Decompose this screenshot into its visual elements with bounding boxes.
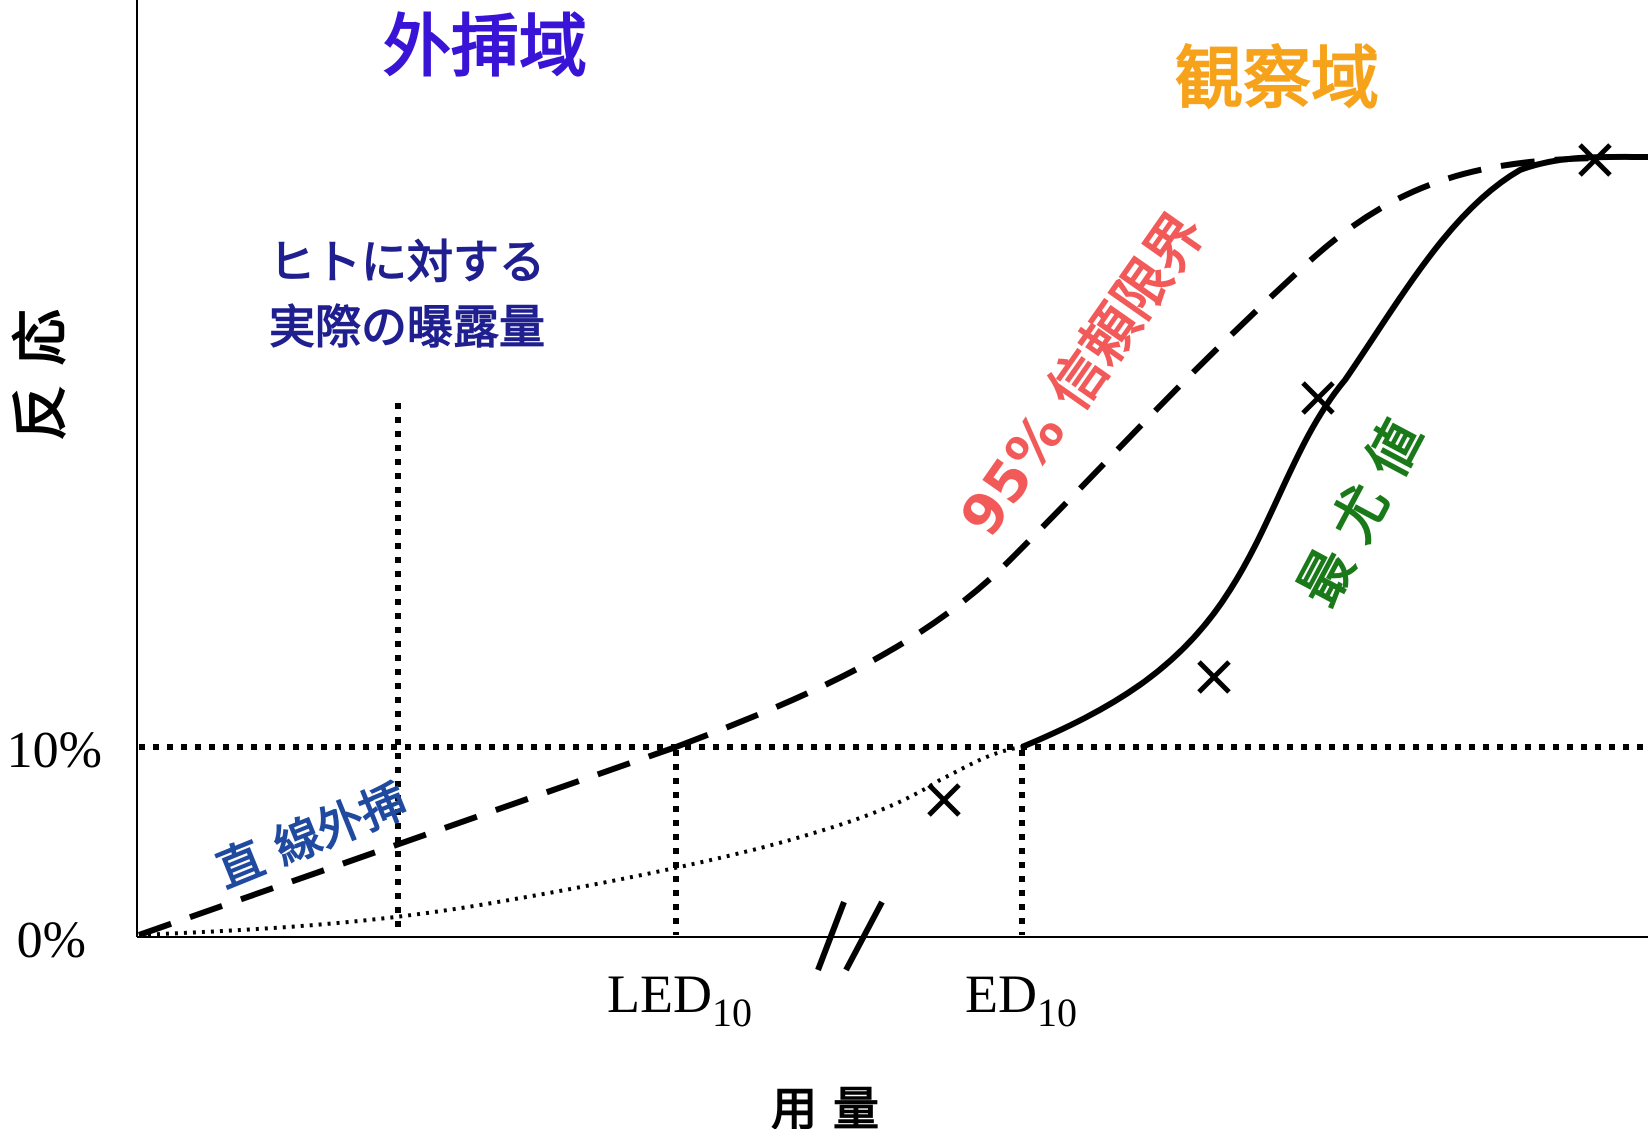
low-dose-dotted-curve [138,745,1023,937]
x-axis-title: 用 量 [771,1082,879,1129]
confidence-limit-curve [674,155,1601,750]
observed-region-label: 観察域 [1175,40,1379,119]
human-exposure-label-line2: 実際の曝露量 [269,300,545,354]
ed10-main: ED [965,964,1037,1024]
tick-label-10-percent: 10% [7,722,102,779]
linear-extrapolation-label: 直 線外挿 [209,773,415,898]
axis-break-mark [843,900,885,972]
linear-extrapolation-line [138,744,677,938]
marker-stroke [1578,143,1612,177]
data-marker [927,783,961,817]
extrapolation-region-label: 外挿域 [383,8,587,87]
marker-stroke [1301,381,1335,415]
marker-stroke [927,783,961,817]
ed10-subscript: 10 [1037,990,1077,1035]
led10-main: LED [607,964,712,1024]
marker-stroke [1197,660,1231,694]
confidence-limit-label: 95% 信頼限界 [948,201,1218,548]
led10-label: LED10 [607,964,752,1035]
data-marker [1197,660,1231,694]
y-axis-title: 反 応 [9,309,74,441]
data-marker [1301,381,1335,415]
data-marker [1578,143,1612,177]
axis-break-mark [815,900,847,972]
best-estimate-curve [1020,153,1648,750]
tick-label-0-percent: 0% [17,912,86,969]
ed10-label: ED10 [965,964,1077,1035]
led10-subscript: 10 [712,990,752,1035]
human-exposure-label-line1: ヒトに対する [269,235,545,289]
